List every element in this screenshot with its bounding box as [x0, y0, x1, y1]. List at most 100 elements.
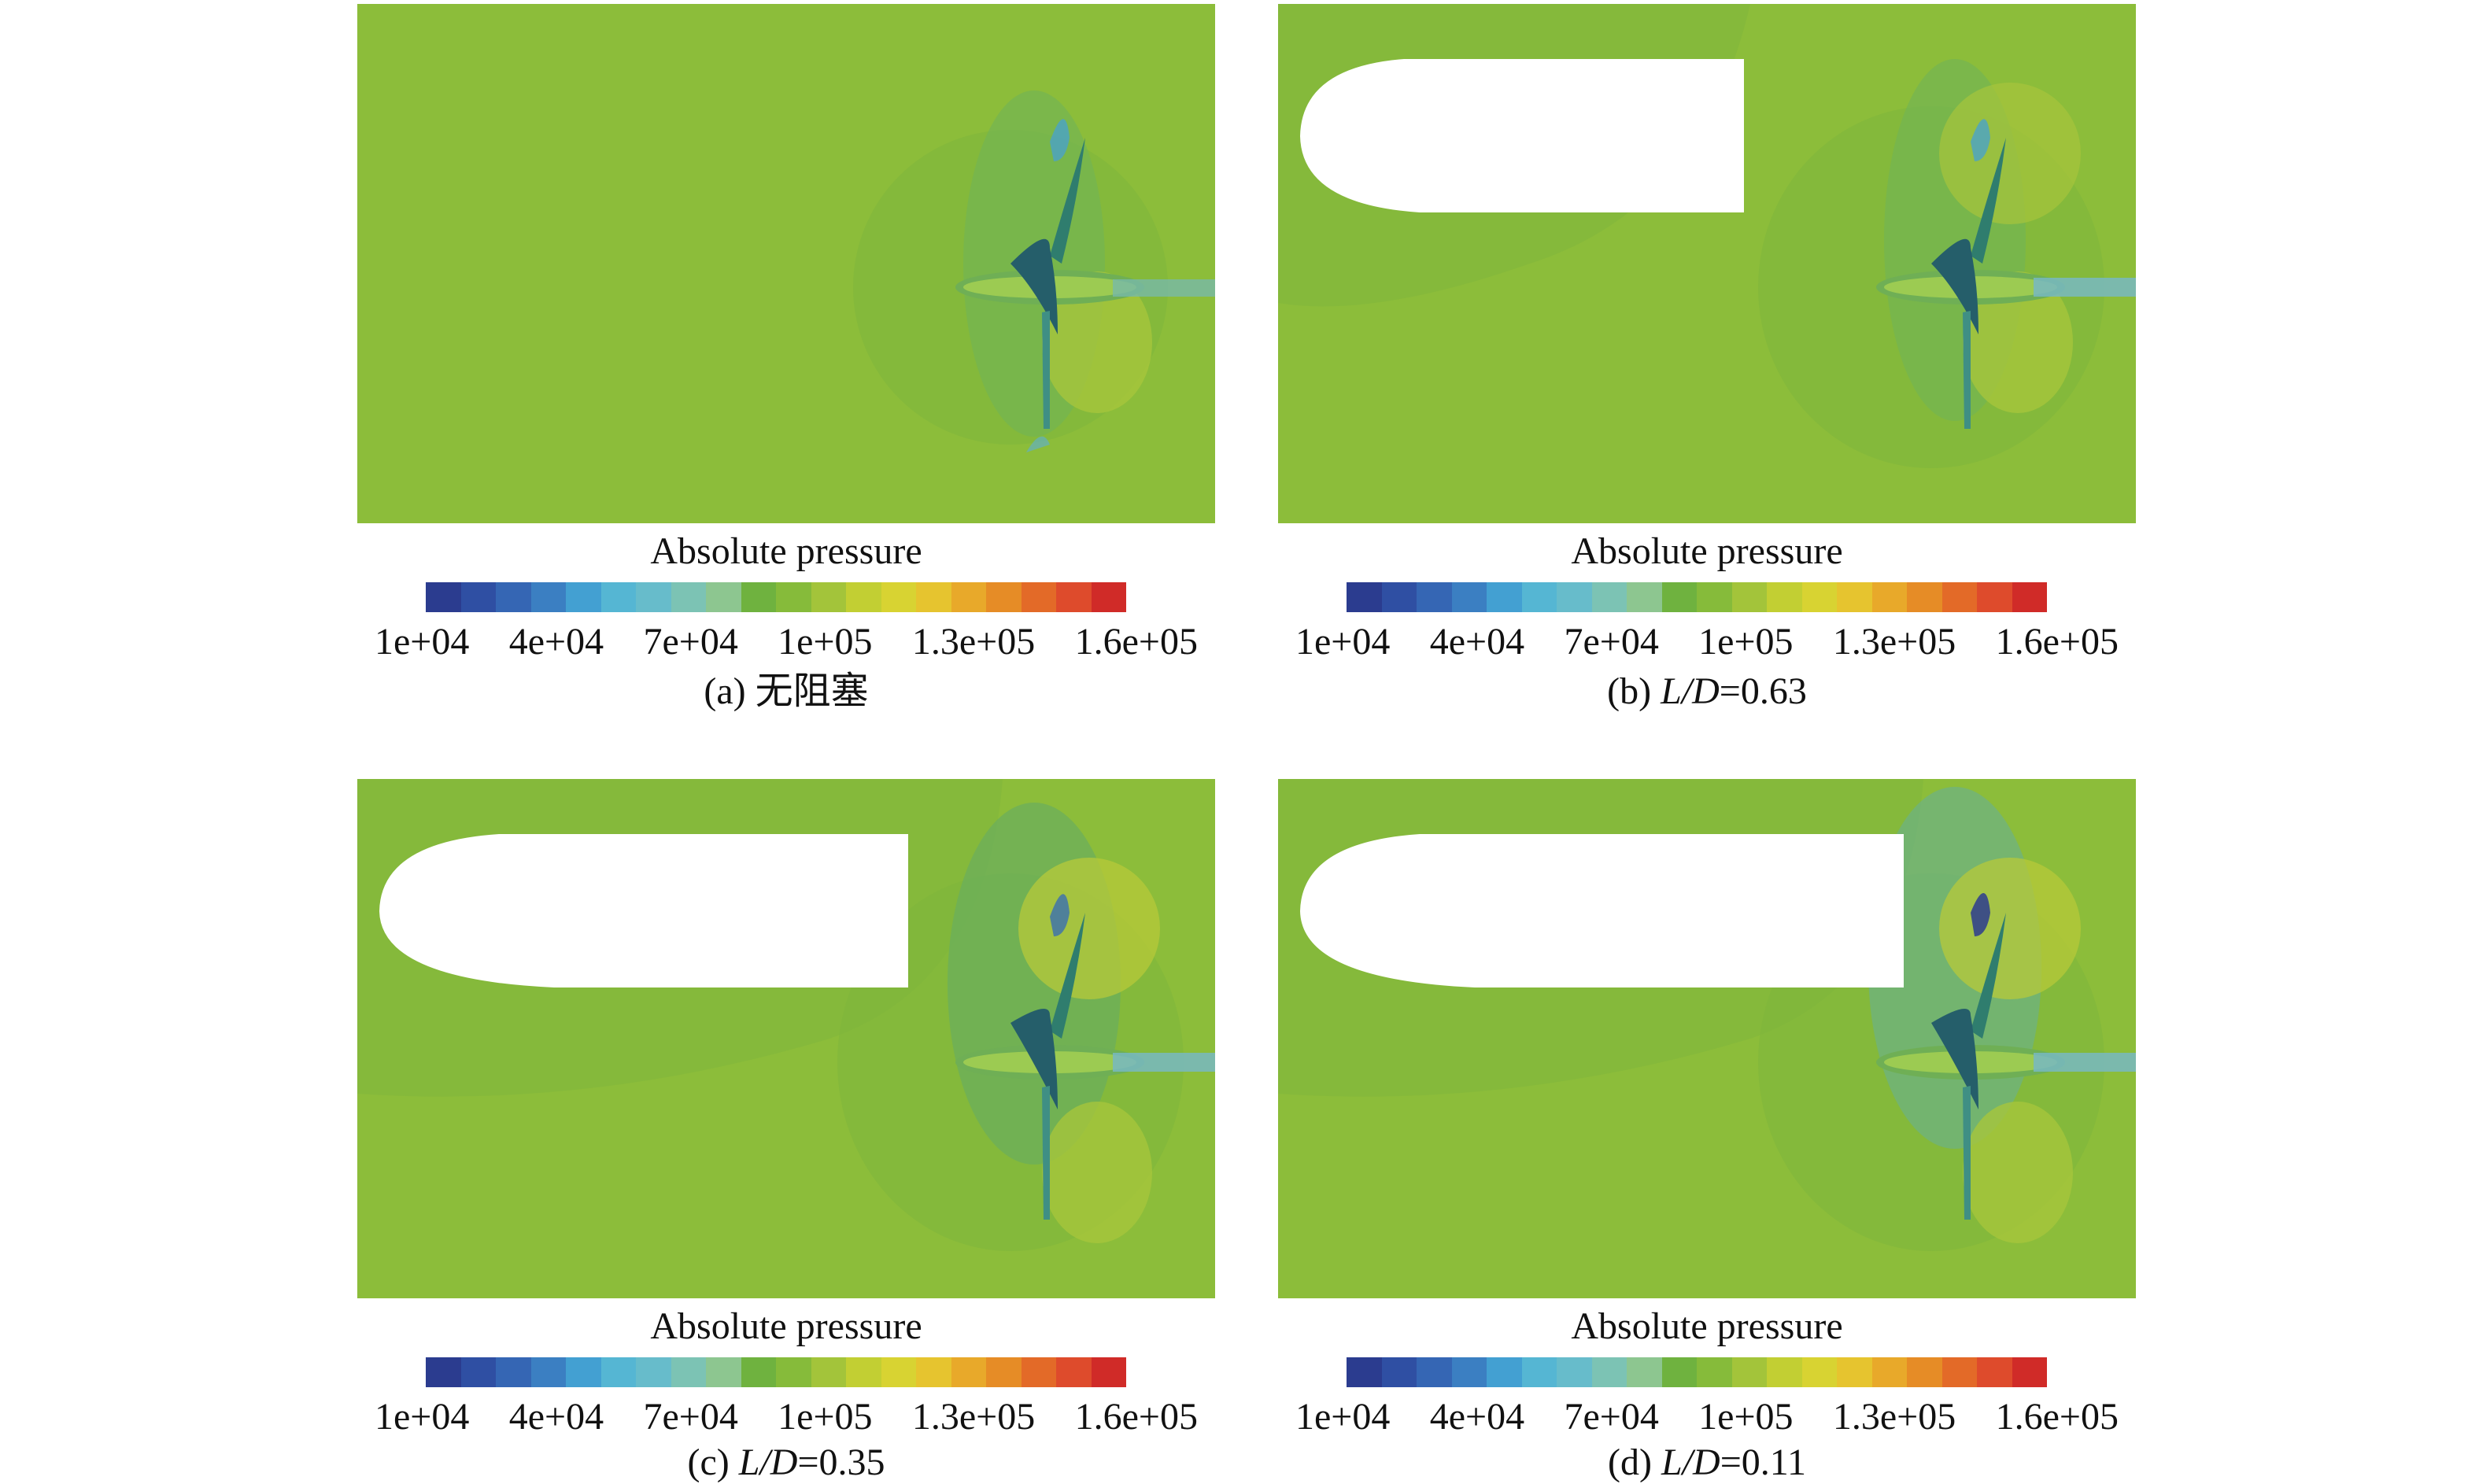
pressure-contour-plot [1278, 4, 2136, 523]
colorbar-swatch [1731, 1357, 1767, 1387]
colorbar-swatch [1977, 1357, 2012, 1387]
caption-prefix: (d) [1608, 1442, 1661, 1483]
pressure-contour-plot [357, 779, 1215, 1298]
panel-caption: (d) L/D=0.11 [1278, 1444, 2136, 1482]
colorbar-swatch [1837, 582, 1872, 612]
colorbar-swatch [1801, 582, 1837, 612]
colorbar-swatch [1591, 582, 1627, 612]
colorbar-swatch [496, 582, 531, 612]
colorbar-swatch [1056, 582, 1092, 612]
colorbar-swatch [1871, 1357, 1907, 1387]
colorbar-swatch [1557, 582, 1592, 612]
tick-label: 1.3e+05 [911, 1396, 1036, 1438]
colorbar-swatch [496, 1357, 531, 1387]
colorbar-swatch [811, 1357, 846, 1387]
tick-label: 1.6e+05 [1995, 1396, 2119, 1438]
colorbar-swatch [1907, 1357, 1942, 1387]
colorbar-swatch [600, 1357, 636, 1387]
colorbar-ticks: 1e+04 4e+04 7e+04 1e+05 1.3e+05 1.6e+05 [375, 1398, 1198, 1436]
tick-label: 1.3e+05 [1832, 621, 1956, 663]
colorbar-swatch [566, 1357, 601, 1387]
colorbar [1347, 1357, 2047, 1387]
panel-caption: (c) L/D=0.35 [357, 1444, 1215, 1482]
colorbar-swatch [916, 1357, 951, 1387]
colorbar-swatch [460, 1357, 496, 1387]
tick-label: 1e+04 [375, 1396, 470, 1438]
colorbar-swatch [1837, 1357, 1872, 1387]
tick-label: 1e+05 [778, 621, 873, 663]
caption-variable: L/D [1661, 1442, 1720, 1483]
colorbar-swatch [1487, 582, 1522, 612]
colorbar-swatch [951, 582, 986, 612]
colorbar-swatch [1091, 582, 1126, 612]
tick-label: 1e+05 [1698, 1396, 1794, 1438]
pressure-contour-plot [357, 4, 1215, 523]
colorbar-swatch [1767, 582, 1802, 612]
colorbar-swatch [671, 1357, 706, 1387]
colorbar-swatch [1381, 1357, 1417, 1387]
colorbar-swatch [776, 1357, 811, 1387]
tick-label: 1.6e+05 [1074, 1396, 1198, 1438]
caption-prefix: (b) [1607, 670, 1661, 712]
colorbar-swatch [460, 582, 496, 612]
colorbar-swatch [600, 582, 636, 612]
panel-c: Absolute pressure 1e+04 4e+04 7e+04 1e+0… [357, 779, 1215, 1484]
tick-label: 1.6e+05 [1995, 621, 2119, 663]
tick-label: 1e+04 [1295, 621, 1391, 663]
colorbar-swatch [1557, 1357, 1592, 1387]
colorbar-swatch [986, 1357, 1022, 1387]
contour-image [1278, 4, 2136, 468]
colorbar-title: Absolute pressure [650, 1305, 922, 1347]
colorbar-title: Absolute pressure [1571, 530, 1843, 572]
colorbar-swatch [986, 582, 1022, 612]
panel-b: Absolute pressure 1e+04 4e+04 7e+04 1e+0… [1278, 4, 2136, 712]
colorbar-swatch [1941, 1357, 1977, 1387]
caption-variable: L/D [738, 1442, 798, 1483]
tick-label: 1.3e+05 [1832, 1396, 1956, 1438]
colorbar-swatch [776, 582, 811, 612]
colorbar [1347, 582, 2047, 612]
colorbar-swatch [1381, 582, 1417, 612]
colorbar-swatch [1487, 1357, 1522, 1387]
panel-caption: (a) 无阻塞 [357, 673, 1215, 711]
colorbar-swatch [881, 582, 916, 612]
tick-label: 7e+04 [1564, 621, 1659, 663]
caption-prefix: (c) [687, 1442, 739, 1483]
colorbar-ticks: 1e+04 4e+04 7e+04 1e+05 1.3e+05 1.6e+05 [1295, 1398, 2119, 1436]
panel-caption: (b) L/D=0.63 [1278, 673, 2136, 711]
tick-label: 1.3e+05 [911, 621, 1036, 663]
tick-label: 1e+05 [778, 1396, 873, 1438]
colorbar-swatch [1801, 1357, 1837, 1387]
tick-label: 4e+04 [508, 1396, 604, 1438]
caption-value: =0.35 [797, 1442, 885, 1483]
caption-prefix: (a) 无阻塞 [704, 670, 869, 712]
colorbar-swatch [741, 1357, 776, 1387]
colorbar-swatch [1941, 582, 1977, 612]
colorbar-swatch [846, 582, 881, 612]
colorbar-swatch [1347, 1357, 1382, 1387]
tick-label: 7e+04 [1564, 1396, 1659, 1438]
colorbar-swatch [706, 1357, 741, 1387]
tick-label: 1.6e+05 [1074, 621, 1198, 663]
colorbar-swatch [846, 1357, 881, 1387]
colorbar-swatch [1767, 1357, 1802, 1387]
tick-label: 7e+04 [643, 1396, 738, 1438]
tick-label: 7e+04 [643, 621, 738, 663]
colorbar-ticks: 1e+04 4e+04 7e+04 1e+05 1.3e+05 1.6e+05 [375, 623, 1198, 661]
colorbar-swatch [916, 582, 951, 612]
colorbar-swatch [1417, 582, 1452, 612]
colorbar-swatch [1056, 1357, 1092, 1387]
caption-variable: L/D [1661, 670, 1720, 712]
panel-d: Absolute pressure 1e+04 4e+04 7e+04 1e+0… [1278, 779, 2136, 1484]
colorbar-swatch [1091, 1357, 1126, 1387]
colorbar-swatch [530, 582, 566, 612]
colorbar-swatch [566, 582, 601, 612]
colorbar-swatch [741, 582, 776, 612]
colorbar-swatch [1021, 1357, 1056, 1387]
colorbar-swatch [1907, 582, 1942, 612]
colorbar-swatch [1521, 1357, 1557, 1387]
colorbar-ticks: 1e+04 4e+04 7e+04 1e+05 1.3e+05 1.6e+05 [1295, 623, 2119, 661]
colorbar-swatch [636, 1357, 671, 1387]
colorbar-swatch [1697, 582, 1732, 612]
colorbar-swatch [426, 1357, 461, 1387]
